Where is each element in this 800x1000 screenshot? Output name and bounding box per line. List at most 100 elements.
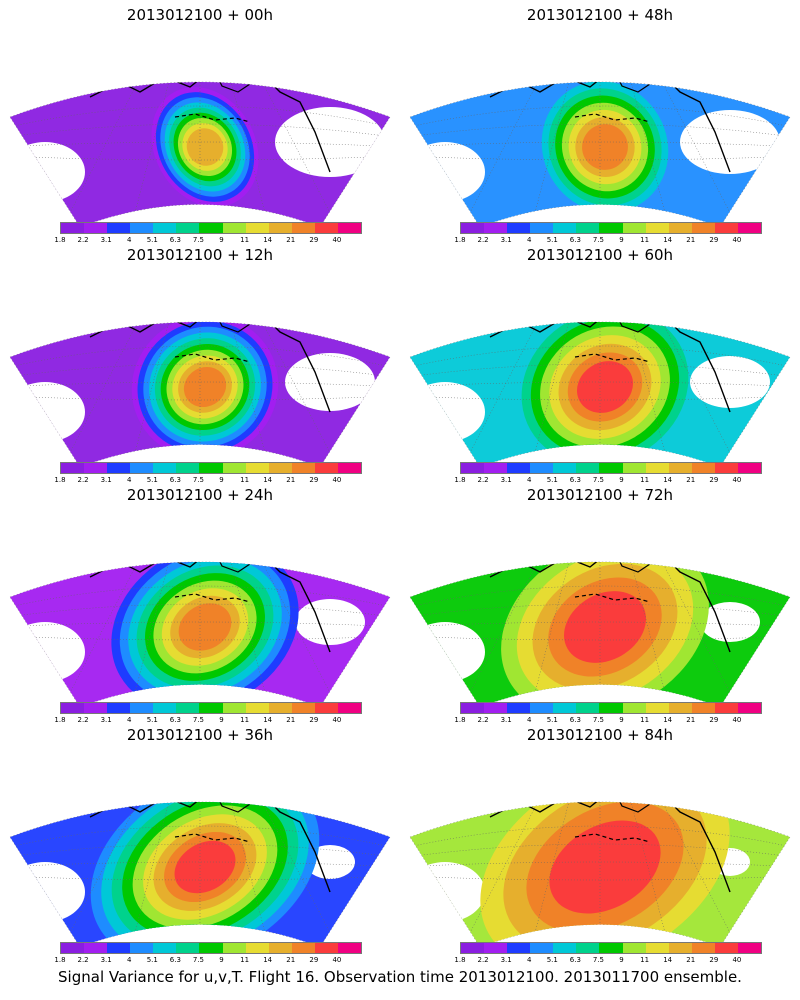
- colorbar-tick-label: 9: [619, 956, 624, 964]
- colorbar-tick-label: 2.2: [477, 956, 489, 964]
- colorbar-tick-label: 9: [619, 476, 624, 484]
- colorbar: [60, 222, 362, 234]
- colorbar-tick-label: 11: [640, 716, 650, 724]
- colorbar-tick-label: 11: [640, 476, 650, 484]
- colorbar-tick-label: 29: [309, 236, 319, 244]
- figure-caption: Signal Variance for u,v,T. Flight 16. Ob…: [58, 968, 742, 986]
- colorbar-tick-label: 7.5: [592, 716, 605, 724]
- colorbar-tick-label: 6.3: [569, 236, 581, 244]
- colorbar-tick-label: 29: [309, 956, 319, 964]
- colorbar-tick-label: 21: [686, 476, 696, 484]
- colorbar-tick-label: 21: [686, 716, 696, 724]
- colorbar: [60, 462, 362, 474]
- colorbar: [60, 942, 362, 954]
- colorbar-tick-label: 6.3: [169, 956, 181, 964]
- colorbar-tick-label: 6.3: [169, 716, 181, 724]
- colorbar-tick-label: 2.2: [477, 716, 489, 724]
- colorbar-tick-label: 21: [686, 236, 696, 244]
- colorbar-tick-label: 7.5: [192, 236, 205, 244]
- colorbar-tick-label: 9: [219, 236, 224, 244]
- panel-title: 2013012100 + 12h: [126, 246, 274, 264]
- colorbar-tick-label: 21: [286, 236, 296, 244]
- colorbar-tick-label: 11: [240, 956, 250, 964]
- colorbar-tick-label: 5.1: [546, 236, 558, 244]
- colorbar-tick-label: 7.5: [192, 476, 205, 484]
- map-panel-84h: 2013012100 + 84h 1.8 2.2 3.1 4 5.1 6.3 7.5 9 11 1…: [400, 720, 800, 964]
- colorbar-tick-label: 14: [663, 956, 673, 964]
- colorbar-tick-label: 11: [640, 236, 650, 244]
- panel-title: 2013012100 + 60h: [526, 246, 674, 264]
- colorbar-tick-label: 11: [240, 716, 250, 724]
- colorbar-ticks: 1.8 2.2 3.1 4 5.1 6.3 7.5 9 11 14 21 29 40: [400, 956, 800, 966]
- map-panel-60h: 2013012100 + 60h 1.8 2.2 3.1 4 5.1 6.3 7.5 9 11 1…: [400, 240, 800, 484]
- colorbar-ticks: 1.8 2.2 3.1 4 5.1 6.3 7.5 9 11 14 21 29 40: [400, 716, 800, 726]
- colorbar-tick-label: 7.5: [592, 236, 605, 244]
- colorbar-tick-label: 1.8: [54, 716, 66, 724]
- colorbar-tick-label: 2.2: [477, 236, 489, 244]
- colorbar-tick-label: 5.1: [146, 476, 158, 484]
- colorbar-tick-label: 7.5: [592, 956, 605, 964]
- colorbar-ticks: 1.8 2.2 3.1 4 5.1 6.3 7.5 9 11 14 21 29 40: [0, 476, 400, 486]
- colorbar-tick-label: 21: [286, 476, 296, 484]
- panel-title: 2013012100 + 24h: [126, 486, 274, 504]
- colorbar-tick-label: 5.1: [546, 476, 558, 484]
- colorbar-ticks: 1.8 2.2 3.1 4 5.1 6.3 7.5 9 11 14 21 29 40: [400, 476, 800, 486]
- colorbar-tick-label: 14: [263, 956, 273, 964]
- colorbar-tick-label: 14: [663, 716, 673, 724]
- variance-map: [409, 801, 791, 942]
- colorbar-tick-label: 3.1: [500, 716, 512, 724]
- colorbar-tick-label: 5.1: [546, 716, 558, 724]
- colorbar: [460, 222, 762, 234]
- colorbar-tick-label: 1.8: [54, 476, 66, 484]
- variance-map: [409, 561, 791, 702]
- map-panel-12h: 2013012100 + 12h 1.8 2.2 3.1 4 5.1 6.3 7.5 9 11 1…: [0, 240, 400, 484]
- colorbar-ticks: 1.8 2.2 3.1 4 5.1 6.3 7.5 9 11 14 21 29 40: [0, 716, 400, 726]
- colorbar-tick-label: 40: [332, 956, 342, 964]
- colorbar-tick-label: 9: [219, 956, 224, 964]
- variance-map: [9, 321, 391, 462]
- colorbar-tick-label: 9: [219, 716, 224, 724]
- map-panel-72h: 2013012100 + 72h 1.8 2.2 3.1 4 5.1 6.3 7.5 9 11 1…: [400, 480, 800, 724]
- colorbar-tick-label: 40: [332, 236, 342, 244]
- map-panel-36h: 2013012100 + 36h 1.8 2.2 3.1 4 5.1 6.3 7.5 9 11 1…: [0, 720, 400, 964]
- map-panel-24h: 2013012100 + 24h 1.8 2.2 3.1 4 5.1 6.3 7.5 9 11 1…: [0, 480, 400, 724]
- map-panel-48h: 2013012100 + 48h 1.8 2.2 3.1 4 5.1 6.3 7.5 9 11 1…: [400, 0, 800, 244]
- variance-map: [9, 801, 391, 942]
- colorbar-tick-label: 6.3: [569, 956, 581, 964]
- panel-title: 2013012100 + 48h: [526, 6, 674, 24]
- colorbar: [460, 942, 762, 954]
- colorbar-tick-label: 2.2: [77, 236, 89, 244]
- colorbar-ticks: 1.8 2.2 3.1 4 5.1 6.3 7.5 9 11 14 21 29 40: [0, 236, 400, 246]
- colorbar-tick-label: 11: [240, 476, 250, 484]
- colorbar-tick-label: 1.8: [454, 236, 466, 244]
- colorbar-tick-label: 1.8: [54, 236, 66, 244]
- colorbar-tick-label: 4: [526, 956, 532, 964]
- colorbar-tick-label: 40: [732, 956, 742, 964]
- colorbar-tick-label: 2.2: [77, 956, 89, 964]
- colorbar-tick-label: 3.1: [100, 956, 112, 964]
- colorbar: [460, 462, 762, 474]
- colorbar-tick-label: 4: [126, 956, 132, 964]
- colorbar-tick-label: 9: [219, 476, 224, 484]
- panel-title: 2013012100 + 00h: [126, 6, 274, 24]
- colorbar-tick-label: 3.1: [500, 236, 512, 244]
- colorbar-tick-label: 40: [332, 476, 342, 484]
- colorbar-tick-label: 4: [126, 476, 132, 484]
- colorbar-tick-label: 11: [240, 236, 250, 244]
- variance-map: [409, 81, 791, 222]
- colorbar-tick-label: 14: [263, 236, 273, 244]
- colorbar: [60, 702, 362, 714]
- colorbar-tick-label: 6.3: [569, 716, 581, 724]
- colorbar-tick-label: 5.1: [146, 236, 158, 244]
- colorbar-tick-label: 3.1: [100, 716, 112, 724]
- colorbar-tick-label: 5.1: [546, 956, 558, 964]
- colorbar-tick-label: 40: [332, 716, 342, 724]
- colorbar-tick-label: 4: [526, 716, 532, 724]
- colorbar-tick-label: 14: [663, 236, 673, 244]
- colorbar-tick-label: 9: [619, 716, 624, 724]
- colorbar: [460, 702, 762, 714]
- map-panel-00h: 2013012100 + 00h 1.8 2.2 3.1 4 5.1 6.3 7.5 9 11 1…: [0, 0, 400, 244]
- colorbar-tick-label: 29: [709, 956, 719, 964]
- colorbar-tick-label: 3.1: [500, 956, 512, 964]
- colorbar-tick-label: 2.2: [77, 716, 89, 724]
